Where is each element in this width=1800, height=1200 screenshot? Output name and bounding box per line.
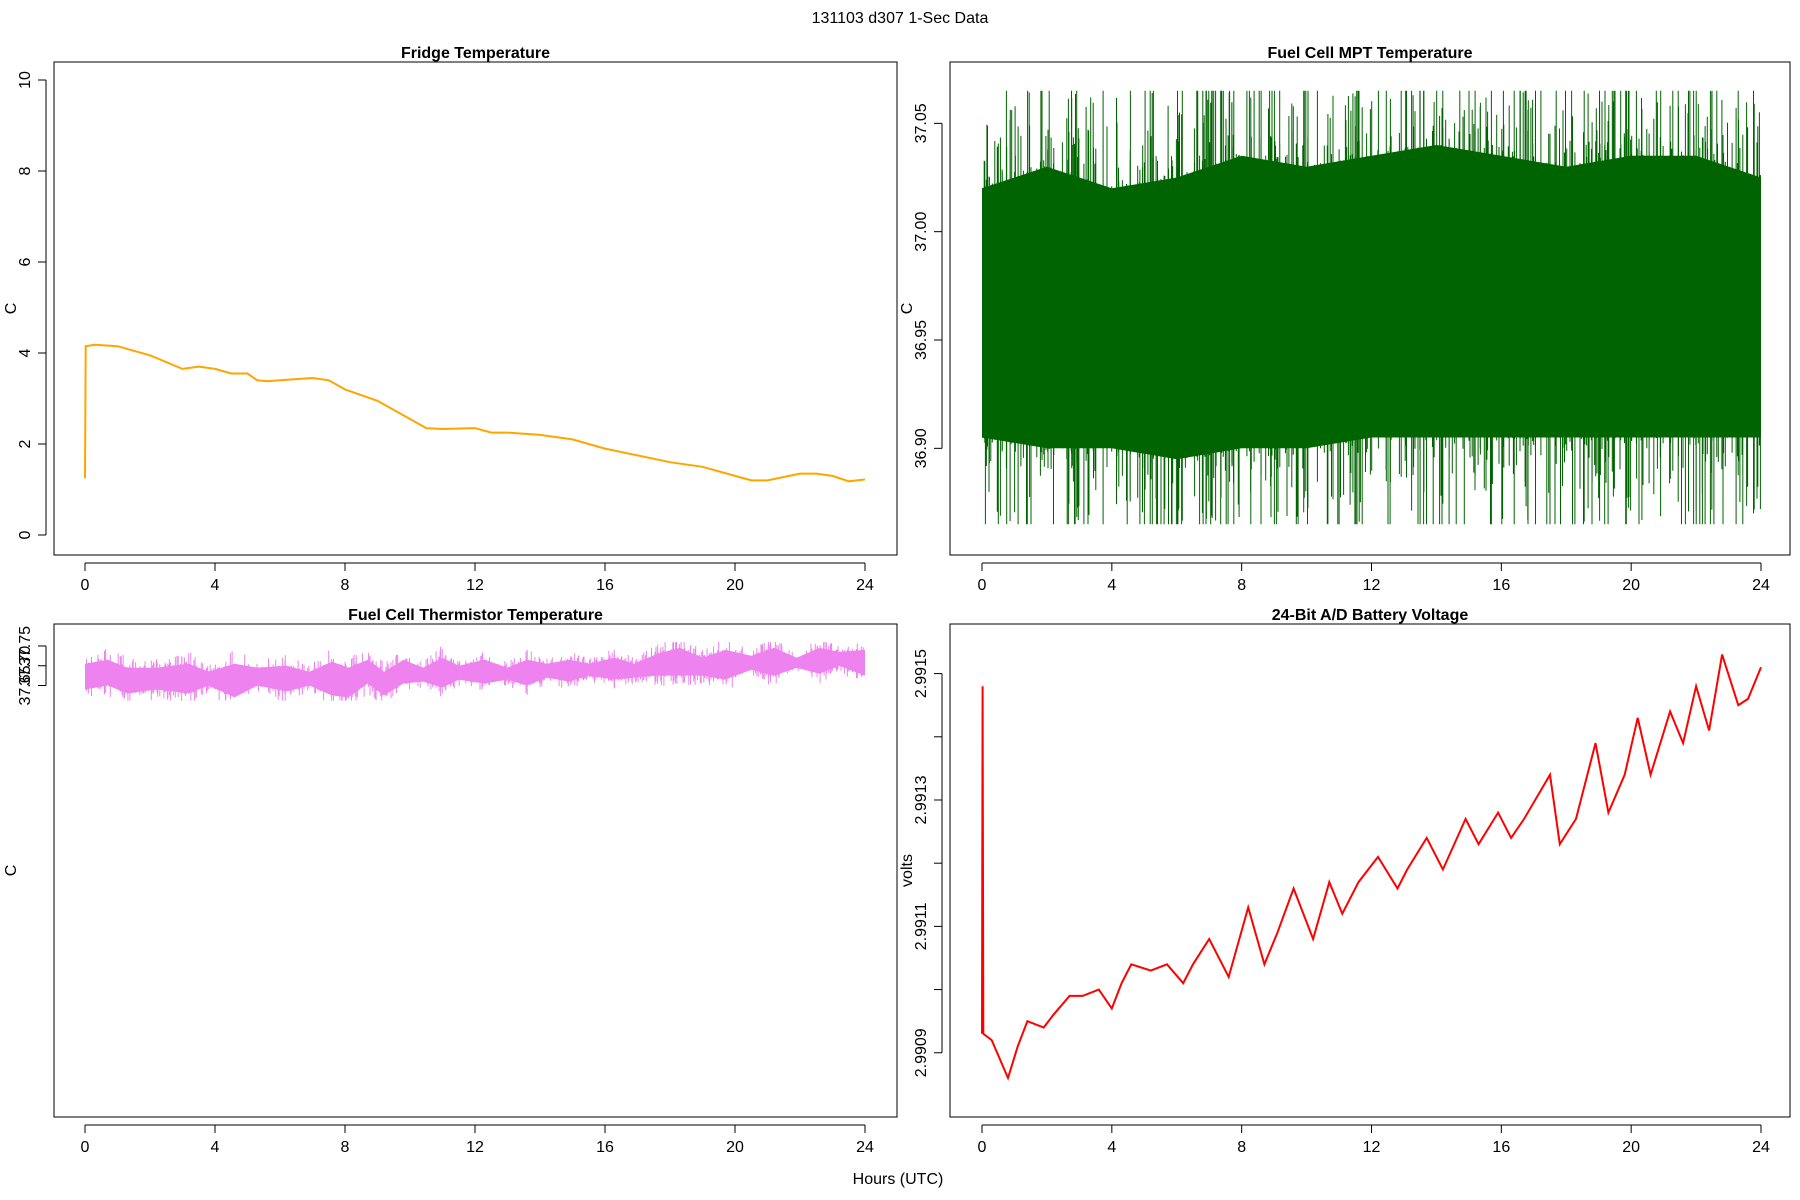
plot-frame xyxy=(949,623,1791,1118)
series-line xyxy=(981,654,1762,1081)
x-tick-label: 0 xyxy=(81,577,90,594)
y-tick-label: 36.95 xyxy=(913,320,930,360)
y-tick-label: 37.75 xyxy=(17,626,34,666)
x-tick-label: 0 xyxy=(978,1139,987,1156)
series-line xyxy=(84,343,866,483)
y-tick-label: 37.00 xyxy=(913,212,930,252)
x-tick-label: 12 xyxy=(1363,577,1381,594)
x-tick-label: 8 xyxy=(1237,1139,1246,1156)
y-tick-label: 6 xyxy=(17,257,34,266)
y-tick-label: 37.65 xyxy=(17,665,34,705)
y-tick-label: 2.9909 xyxy=(913,1028,930,1077)
x-tick-label: 24 xyxy=(856,577,874,594)
y-tick-label: 8 xyxy=(17,166,34,175)
x-tick-label: 12 xyxy=(466,1139,484,1156)
y-axis-label: C xyxy=(899,303,916,315)
series-spikes xyxy=(85,642,864,701)
x-tick-label: 8 xyxy=(341,1139,350,1156)
x-tick-label: 4 xyxy=(1107,1139,1116,1156)
y-tick-label: 10 xyxy=(17,71,34,89)
x-tick-label: 20 xyxy=(726,1139,744,1156)
x-tick-label: 8 xyxy=(1237,577,1246,594)
y-axis-label: C xyxy=(3,303,20,315)
x-tick-label: 12 xyxy=(1363,1139,1381,1156)
y-tick-label: 2.9915 xyxy=(913,649,930,698)
x-tick-label: 24 xyxy=(856,1139,874,1156)
x-tick-label: 0 xyxy=(978,577,987,594)
y-tick-label: 2.9911 xyxy=(913,902,930,950)
y-tick-label: 2.9913 xyxy=(913,775,930,824)
y-tick-label: 37.70 xyxy=(17,646,34,686)
x-tick-label: 8 xyxy=(341,577,350,594)
x-axis-label: Hours (UTC) xyxy=(853,1171,944,1188)
panel-4: 24-Bit A/D Battery Voltage volts 0 4 8 12 16 20… xyxy=(899,607,1791,1156)
panel-3: Fuel Cell Thermistor Temperature C 0 4 8 12 16… xyxy=(3,607,898,1156)
main-title: 131103 d307 1-Sec Data xyxy=(812,10,989,27)
y-tick-label: 0 xyxy=(17,530,34,539)
panel-title: Fridge Temperature xyxy=(401,45,550,62)
x-tick-label: 16 xyxy=(596,577,614,594)
y-axis-label: volts xyxy=(899,854,916,887)
x-tick-label: 20 xyxy=(726,577,744,594)
series-spikes xyxy=(982,90,1761,525)
series-band xyxy=(85,647,865,698)
plot-frame xyxy=(949,61,1791,556)
x-tick-label: 20 xyxy=(1622,577,1640,594)
x-tick-label: 24 xyxy=(1752,1139,1770,1156)
x-tick-label: 20 xyxy=(1622,1139,1640,1156)
x-tick-label: 12 xyxy=(466,577,484,594)
panel-2: Fuel Cell MPT Temperature C 0 4 8 12 16 20 24 36.… xyxy=(899,45,1791,594)
x-tick-label: 24 xyxy=(1752,577,1770,594)
x-tick-label: 16 xyxy=(1492,1139,1510,1156)
x-tick-label: 16 xyxy=(596,1139,614,1156)
y-tick-label: 2 xyxy=(17,439,34,448)
plot-frame xyxy=(53,623,898,1118)
x-tick-label: 16 xyxy=(1492,577,1510,594)
x-tick-label: 4 xyxy=(1107,577,1116,594)
panel-title: Fuel Cell Thermistor Temperature xyxy=(348,607,603,624)
y-tick-label: 37.05 xyxy=(913,103,930,143)
x-tick-label: 4 xyxy=(211,577,220,594)
x-tick-label: 0 xyxy=(81,1139,90,1156)
y-axis-label: C xyxy=(3,865,20,877)
y-tick-label: 4 xyxy=(17,348,34,357)
panel-title: 24-Bit A/D Battery Voltage xyxy=(1272,607,1469,624)
y-tick-label: 36.90 xyxy=(913,428,930,468)
panel-title: Fuel Cell MPT Temperature xyxy=(1267,45,1472,62)
x-tick-label: 4 xyxy=(211,1139,220,1156)
plot-frame xyxy=(53,61,898,556)
